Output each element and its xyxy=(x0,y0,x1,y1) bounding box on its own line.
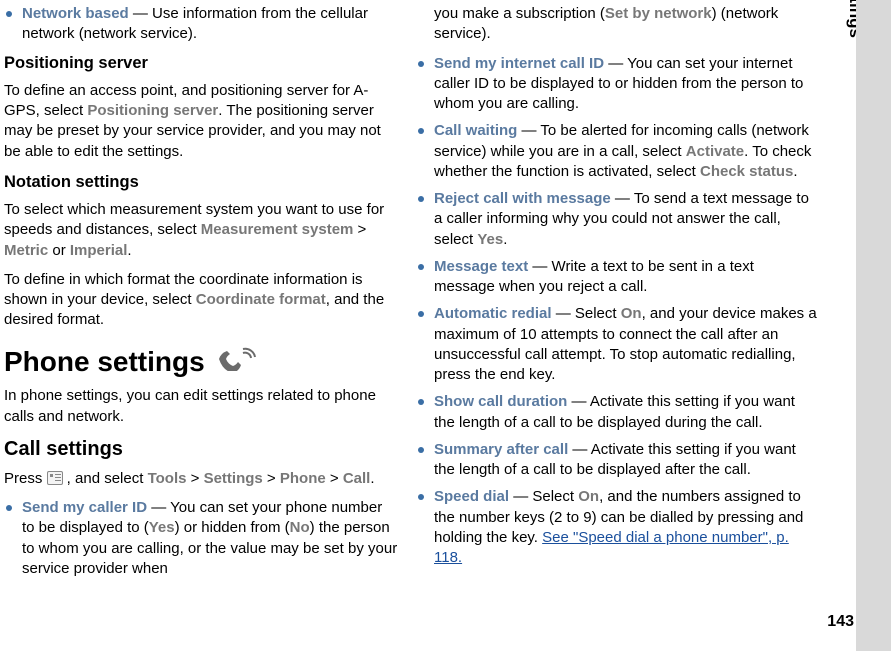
body-text: > xyxy=(326,470,343,487)
list-item: Message text — Write a text to be sent i… xyxy=(416,257,818,298)
body-text: — Select xyxy=(552,305,621,322)
list-item: Call waiting — To be alerted for incomin… xyxy=(416,121,818,182)
option-label: On xyxy=(578,488,599,505)
body-text: . xyxy=(503,231,507,248)
option-label: Metric xyxy=(4,242,48,259)
side-rail: Settings 143 xyxy=(832,0,852,651)
option-label: Show call duration xyxy=(434,393,567,410)
column-right: you make a subscription (Set by network)… xyxy=(416,4,828,647)
list-item: Network based — Use information from the… xyxy=(4,4,398,45)
option-label: Coordinate format xyxy=(196,291,326,308)
option-label: Set by network xyxy=(605,5,712,22)
body-text: ) or hidden from ( xyxy=(175,519,290,536)
option-label: Measurement system xyxy=(201,221,354,238)
body-text: , and select xyxy=(63,470,148,487)
heading-call-settings: Call settings xyxy=(4,436,398,463)
option-label: Send my internet call ID xyxy=(434,55,604,72)
paragraph: Press , and select Tools > Settings > Ph… xyxy=(4,469,398,489)
list-item: Show call duration — Activate this setti… xyxy=(416,392,818,433)
option-label: Yes xyxy=(149,519,175,536)
option-label: Network based xyxy=(22,5,129,22)
body-text: . xyxy=(793,163,797,180)
paragraph: you make a subscription (Set by network)… xyxy=(416,4,818,45)
body-text: or xyxy=(48,242,70,259)
list-item: Send my internet call ID — You can set y… xyxy=(416,54,818,115)
body-text: . xyxy=(370,470,374,487)
list-item: Speed dial — Select On, and the numbers … xyxy=(416,487,818,568)
page-number: 143 xyxy=(827,611,854,633)
option-label: Tools xyxy=(148,470,187,487)
column-left: Network based — Use information from the… xyxy=(4,4,416,647)
option-label: Automatic redial xyxy=(434,305,552,322)
list-item: Summary after call — Activate this setti… xyxy=(416,440,818,481)
home-key-icon xyxy=(47,471,63,485)
page: Network based — Use information from the… xyxy=(0,0,891,651)
body-text: > xyxy=(263,470,280,487)
option-label: Reject call with message xyxy=(434,190,611,207)
option-label: Message text xyxy=(434,258,528,275)
list-item: Send my caller ID — You can set your pho… xyxy=(4,498,398,579)
option-label: Yes xyxy=(477,231,503,248)
option-label: Speed dial xyxy=(434,488,509,505)
option-label: Settings xyxy=(204,470,263,487)
body-text: > xyxy=(353,221,366,238)
option-label: No xyxy=(290,519,310,536)
option-label: Positioning server xyxy=(87,102,218,119)
heading-notation-settings: Notation settings xyxy=(4,171,398,193)
option-label: On xyxy=(621,305,642,322)
body-text: — Select xyxy=(509,488,578,505)
list-item: Automatic redial — Select On, and your d… xyxy=(416,304,818,385)
body-text: . xyxy=(127,242,131,259)
heading-positioning-server: Positioning server xyxy=(4,52,398,74)
paragraph: In phone settings, you can edit settings… xyxy=(4,386,398,427)
option-label: Call waiting xyxy=(434,122,517,139)
phone-settings-icon xyxy=(215,343,259,381)
list-item: Reject call with message — To send a tex… xyxy=(416,189,818,250)
heading-text: Phone settings xyxy=(4,343,205,381)
option-label: Imperial xyxy=(70,242,128,259)
option-label: Send my caller ID xyxy=(22,499,147,516)
option-label: Check status xyxy=(700,163,793,180)
option-label: Phone xyxy=(280,470,326,487)
sidebar-shade xyxy=(856,0,891,651)
option-label: Summary after call xyxy=(434,441,568,458)
body-text: you make a subscription ( xyxy=(434,5,605,22)
heading-phone-settings: Phone settings xyxy=(4,343,398,381)
option-label: Activate xyxy=(686,143,744,160)
body-text: > xyxy=(186,470,203,487)
paragraph: To define in which format the coordinate… xyxy=(4,270,398,331)
option-label: Call xyxy=(343,470,371,487)
body-text: Press xyxy=(4,470,47,487)
paragraph: To define an access point, and positioni… xyxy=(4,81,398,162)
paragraph: To select which measurement system you w… xyxy=(4,200,398,261)
